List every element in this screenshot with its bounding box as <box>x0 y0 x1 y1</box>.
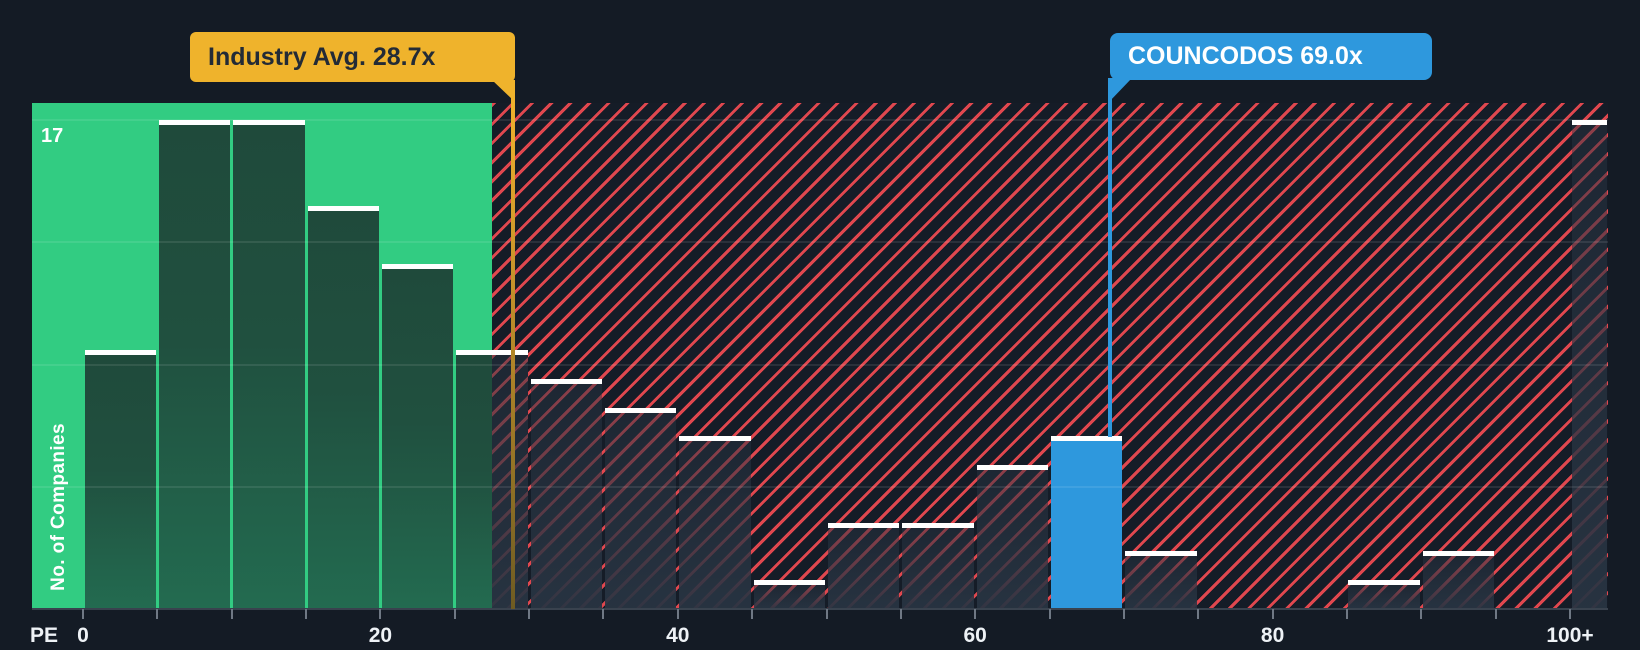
x-axis-title: PE <box>30 624 59 647</box>
x-axis-tick-label-40: 40 <box>666 624 690 647</box>
x-axis-tick <box>305 609 308 619</box>
x-axis-tick <box>528 609 531 619</box>
x-axis-tick <box>230 609 233 619</box>
y-gridline <box>32 119 1608 122</box>
x-axis-tick-label-60: 60 <box>963 624 987 647</box>
x-axis-tick <box>825 609 828 619</box>
x-axis-tick <box>676 609 679 619</box>
bar-above-average-portion <box>492 355 528 609</box>
x-axis-tick <box>1122 609 1125 619</box>
industry-average-label[interactable]: Industry Avg. 28.7x <box>190 32 515 82</box>
industry-average-line <box>511 82 515 609</box>
histogram-bar-0-5[interactable] <box>84 350 156 609</box>
x-axis-tick <box>1494 609 1497 619</box>
x-axis-tick <box>1569 609 1571 619</box>
x-axis-tick <box>1345 609 1348 619</box>
histogram-bar-65-70[interactable] <box>1051 436 1123 609</box>
histogram-bar-50-55[interactable] <box>828 522 900 609</box>
x-axis-tick <box>453 609 456 619</box>
histogram-bar-25-30[interactable] <box>456 350 528 609</box>
histogram-bar-15-20[interactable] <box>307 206 379 609</box>
x-axis-tick <box>379 609 382 619</box>
company-marker-pointer <box>1108 78 1132 103</box>
histogram-bar-60-65[interactable] <box>976 465 1049 609</box>
y-gridline <box>32 485 1608 488</box>
x-axis-tick-label-100+: 100+ <box>1546 624 1594 647</box>
company-marker-line <box>1108 80 1112 437</box>
y-axis-title: No. of Companies <box>48 423 69 591</box>
x-axis-tick <box>974 609 977 619</box>
x-axis-tick-label-20: 20 <box>368 624 393 647</box>
histogram-bar-10-15[interactable] <box>233 120 305 609</box>
histogram-bar-45-50[interactable] <box>753 580 825 609</box>
histogram-bar-90-95[interactable] <box>1422 551 1495 609</box>
y-axis-max-label: 17 <box>41 125 64 147</box>
x-axis-tick <box>1420 609 1423 619</box>
x-axis-tick <box>751 609 754 619</box>
histogram-bar-100+[interactable] <box>1571 120 1607 609</box>
histogram-bar-35-40[interactable] <box>604 407 677 609</box>
x-axis-tick-label-80: 80 <box>1260 624 1285 647</box>
histogram-bar-55-60[interactable] <box>902 522 974 609</box>
histogram-bar-5-10[interactable] <box>158 120 231 609</box>
y-gridline <box>32 363 1608 366</box>
histogram-bar-20-25[interactable] <box>381 263 454 609</box>
histogram-bar-70-75[interactable] <box>1125 551 1197 609</box>
x-axis-tick <box>82 609 84 619</box>
above-average-zone <box>492 103 1608 609</box>
x-axis-line <box>32 608 1608 610</box>
x-axis-tick <box>899 609 902 619</box>
company-marker-label[interactable]: COUNCODOS 69.0x <box>1110 33 1432 80</box>
histogram-bar-40-45[interactable] <box>679 436 751 609</box>
x-axis-tick <box>602 609 605 619</box>
x-axis-tick <box>1271 609 1274 619</box>
y-gridline <box>32 241 1608 244</box>
histogram-bar-85-90[interactable] <box>1348 580 1420 609</box>
x-axis-tick <box>156 609 159 619</box>
x-axis-tick <box>1197 609 1200 619</box>
x-axis-tick <box>1048 609 1051 619</box>
x-axis-tick-label-0: 0 <box>77 624 89 647</box>
histogram-bar-30-35[interactable] <box>530 378 602 609</box>
